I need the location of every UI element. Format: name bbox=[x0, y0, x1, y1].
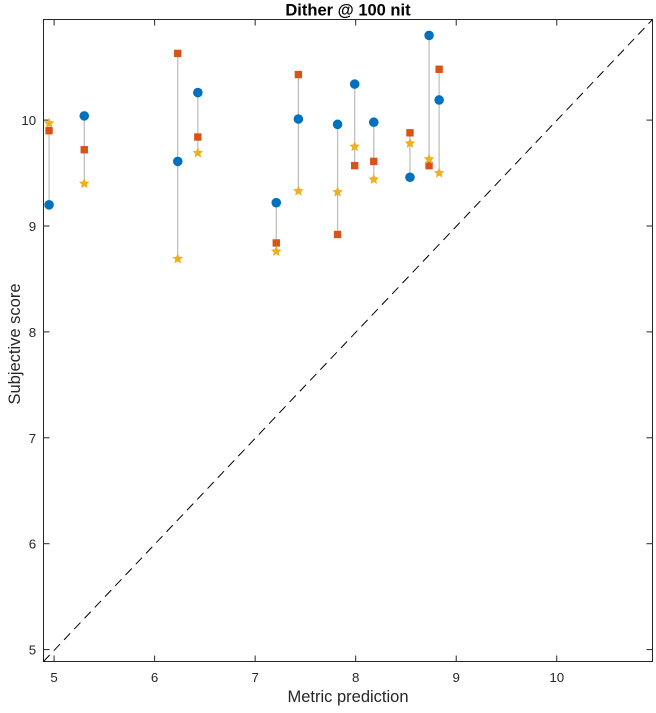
square-marker bbox=[80, 146, 88, 154]
star-marker bbox=[172, 253, 184, 264]
data-markers bbox=[43, 30, 445, 264]
square-marker bbox=[406, 129, 414, 137]
axes-outline bbox=[43, 19, 653, 662]
axis-tick-labels: 5 6 7 8 9 10 5 6 7 8 9 10 bbox=[21, 113, 564, 685]
square-marker bbox=[333, 230, 342, 239]
square-marker bbox=[425, 161, 433, 170]
y-tick-label: 5 bbox=[29, 643, 36, 658]
square-marker bbox=[272, 239, 280, 247]
square-marker bbox=[294, 70, 303, 79]
star-marker bbox=[349, 140, 361, 152]
y-tick-label: 6 bbox=[29, 537, 36, 552]
star-marker bbox=[43, 117, 55, 128]
circle-marker bbox=[293, 114, 304, 124]
x-tick-label: 7 bbox=[251, 670, 258, 685]
star-marker bbox=[368, 173, 380, 184]
star-marker bbox=[293, 185, 304, 196]
y-tick-label: 8 bbox=[29, 325, 36, 340]
y-axis-label: Subjective score bbox=[6, 283, 24, 404]
identity-dashed-line bbox=[43, 19, 653, 662]
square-marker bbox=[174, 49, 182, 58]
star-marker bbox=[192, 147, 204, 158]
star-marker bbox=[404, 137, 416, 148]
star-marker bbox=[270, 245, 282, 256]
circle-marker bbox=[271, 197, 282, 208]
x-tick-label: 8 bbox=[352, 670, 359, 685]
x-axis-label: Metric prediction bbox=[287, 688, 408, 706]
square-marker bbox=[370, 157, 378, 166]
y-tick-label: 7 bbox=[29, 431, 36, 446]
circle-marker bbox=[349, 79, 360, 89]
circle-marker bbox=[332, 119, 343, 130]
axis-ticks bbox=[43, 19, 653, 662]
circle-marker bbox=[193, 87, 203, 98]
circle-marker bbox=[405, 172, 415, 183]
star-marker bbox=[78, 178, 90, 189]
identity-line bbox=[43, 19, 653, 662]
x-tick-label: 6 bbox=[151, 670, 158, 685]
x-tick-label: 9 bbox=[453, 670, 460, 685]
circle-marker bbox=[424, 30, 434, 41]
connector-lines bbox=[48, 35, 440, 259]
circle-marker bbox=[79, 111, 90, 121]
star-marker bbox=[433, 167, 445, 178]
y-tick-label: 10 bbox=[21, 113, 36, 128]
chart-title: Dither @ 100 nit bbox=[285, 2, 411, 20]
square-marker bbox=[350, 161, 359, 170]
circle-marker bbox=[368, 117, 379, 128]
plot-box bbox=[43, 19, 653, 662]
circle-marker bbox=[44, 200, 54, 210]
x-tick-label: 10 bbox=[549, 670, 564, 685]
square-marker bbox=[194, 133, 202, 141]
star-marker bbox=[423, 153, 435, 164]
square-marker bbox=[45, 126, 53, 135]
y-tick-label: 9 bbox=[29, 219, 36, 234]
circle-marker bbox=[434, 95, 444, 105]
star-marker bbox=[332, 186, 343, 197]
square-marker bbox=[435, 65, 443, 73]
x-tick-label: 5 bbox=[50, 670, 57, 685]
circle-marker bbox=[172, 156, 183, 167]
